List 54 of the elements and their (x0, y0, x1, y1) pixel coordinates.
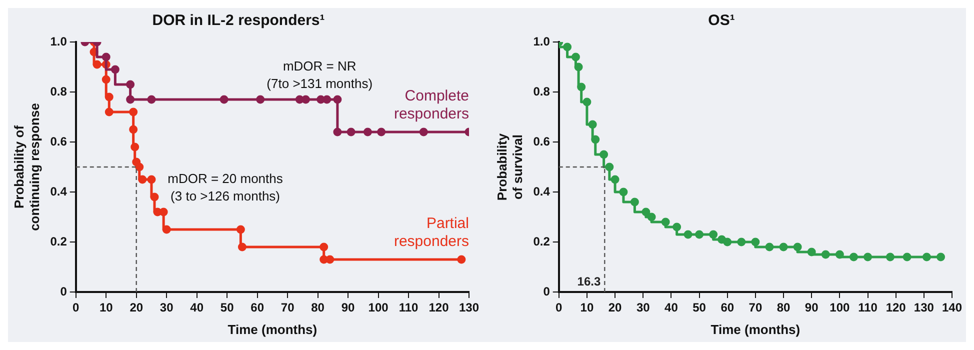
x-tick-label: 20 (608, 300, 622, 315)
y-tick-label: 1.0 (50, 34, 68, 48)
y-tick-label: 0 (60, 284, 68, 298)
x-tick-label: 110 (398, 300, 419, 315)
x-tick-label: 90 (804, 300, 819, 315)
x-tick-label: 120 (428, 300, 450, 315)
annotation: (7to >131 months) (266, 76, 373, 92)
x-tick-label: 30 (636, 300, 650, 315)
x-axis-title: Time (months) (710, 322, 800, 337)
y-tick-label: 0.2 (50, 234, 68, 248)
x-tick-label: 100 (830, 300, 850, 315)
x-tick-label: 80 (776, 300, 791, 315)
x-tick-label: 50 (220, 300, 234, 315)
y-tick-label: 0.2 (533, 234, 550, 248)
x-tick-label: 80 (311, 300, 325, 315)
series-label: Complete responders (394, 88, 469, 123)
y-tick-label: 0.4 (50, 184, 68, 198)
y-tick-label: 0.6 (50, 134, 68, 148)
x-tick-label: 130 (914, 300, 934, 315)
x-tick-label: 60 (250, 300, 264, 315)
y-tick-label: 0.6 (533, 134, 550, 148)
x-tick-label: 60 (720, 300, 734, 315)
x-tick-label: 40 (190, 300, 204, 315)
y-tick-label: 1.0 (533, 34, 550, 48)
x-tick-label: 110 (858, 300, 878, 315)
x-tick-label: 10 (580, 300, 594, 315)
chart-title: DOR in IL-2 responders¹ (152, 12, 325, 30)
x-tick-label: 90 (341, 300, 356, 315)
x-tick-label: 140 (942, 300, 962, 315)
series-label: Partial responders (394, 215, 469, 250)
x-tick-label: 20 (130, 300, 144, 315)
x-tick-label: 70 (748, 300, 762, 315)
ref-line-label: 16.3 (577, 274, 601, 288)
x-tick-label: 0 (72, 300, 80, 315)
x-tick-label: 30 (160, 300, 174, 315)
y-tick-label: 0 (543, 284, 550, 298)
x-tick-label: 40 (664, 300, 678, 315)
chart-title: OS¹ (708, 12, 735, 30)
y-tick-label: 0.8 (50, 84, 68, 98)
y-axis-title: Probability of survival (494, 132, 525, 201)
x-tick-label: 0 (556, 300, 563, 315)
y-tick-label: 0.4 (533, 184, 550, 198)
x-tick-label: 100 (368, 300, 389, 315)
y-axis-title: Probability of continuing response (11, 103, 42, 231)
x-axis-title: Time (months) (228, 322, 318, 337)
x-tick-label: 70 (280, 300, 295, 315)
annotation: mDOR = NR (282, 58, 356, 74)
x-tick-label: 50 (692, 300, 706, 315)
annotation: (3 to >126 months) (170, 188, 280, 204)
x-tick-label: 130 (458, 300, 480, 315)
annotation: mDOR = 20 months (168, 171, 284, 186)
x-tick-label: 120 (886, 300, 906, 315)
y-tick-label: 0.8 (533, 84, 550, 98)
x-tick-label: 10 (99, 300, 114, 315)
